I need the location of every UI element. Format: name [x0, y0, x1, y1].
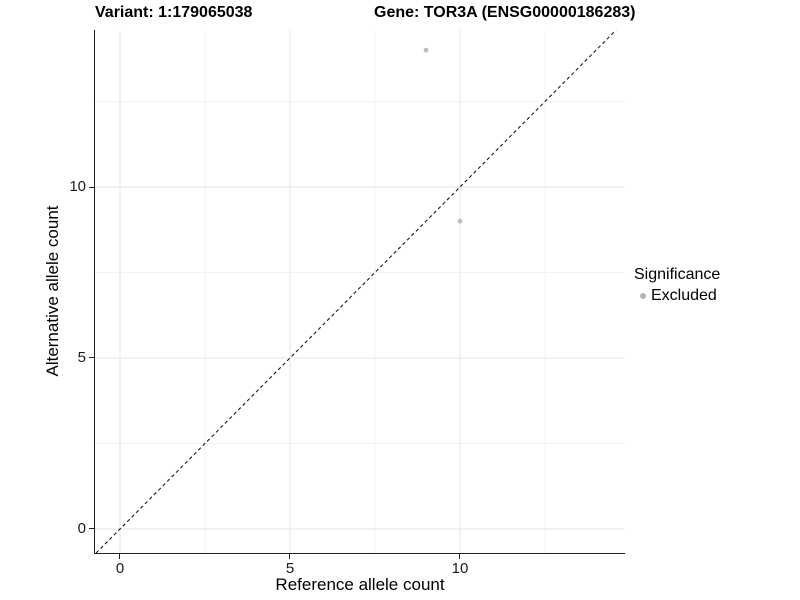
legend-point-icon [640, 293, 646, 299]
y-axis-title: Alternative allele count [43, 205, 62, 377]
y-tick-label: 10 [69, 178, 86, 195]
legend: Significance Excluded [634, 266, 720, 305]
legend-item: Excluded [640, 287, 720, 305]
legend-title: Significance [634, 266, 721, 283]
y-axis-line [94, 30, 95, 554]
plot-panel [95, 30, 625, 553]
variant-title: Variant: 1:179065038 [95, 4, 253, 21]
legend-items: Excluded [634, 287, 720, 305]
legend-item-label: Excluded [651, 287, 717, 304]
y-tick-mark [89, 528, 94, 530]
x-tick-mark [459, 554, 461, 559]
x-tick-mark [289, 554, 291, 559]
gene-title: Gene: TOR3A (ENSG00000186283) [374, 4, 636, 21]
x-axis-line [94, 553, 625, 554]
x-tick-label: 0 [115, 560, 125, 577]
x-tick-label: 10 [451, 560, 469, 577]
y-tick-label: 0 [77, 519, 86, 537]
y-tick-mark [89, 186, 94, 188]
data-point [457, 218, 463, 224]
x-tick-mark [119, 554, 121, 559]
y-tick-label: 5 [77, 348, 86, 366]
data-point [423, 47, 429, 53]
identity-dashed-line [95, 30, 617, 553]
x-tick-label: 5 [285, 560, 295, 577]
x-axis-title: Reference allele count [275, 575, 445, 594]
y-tick-mark [89, 357, 94, 359]
